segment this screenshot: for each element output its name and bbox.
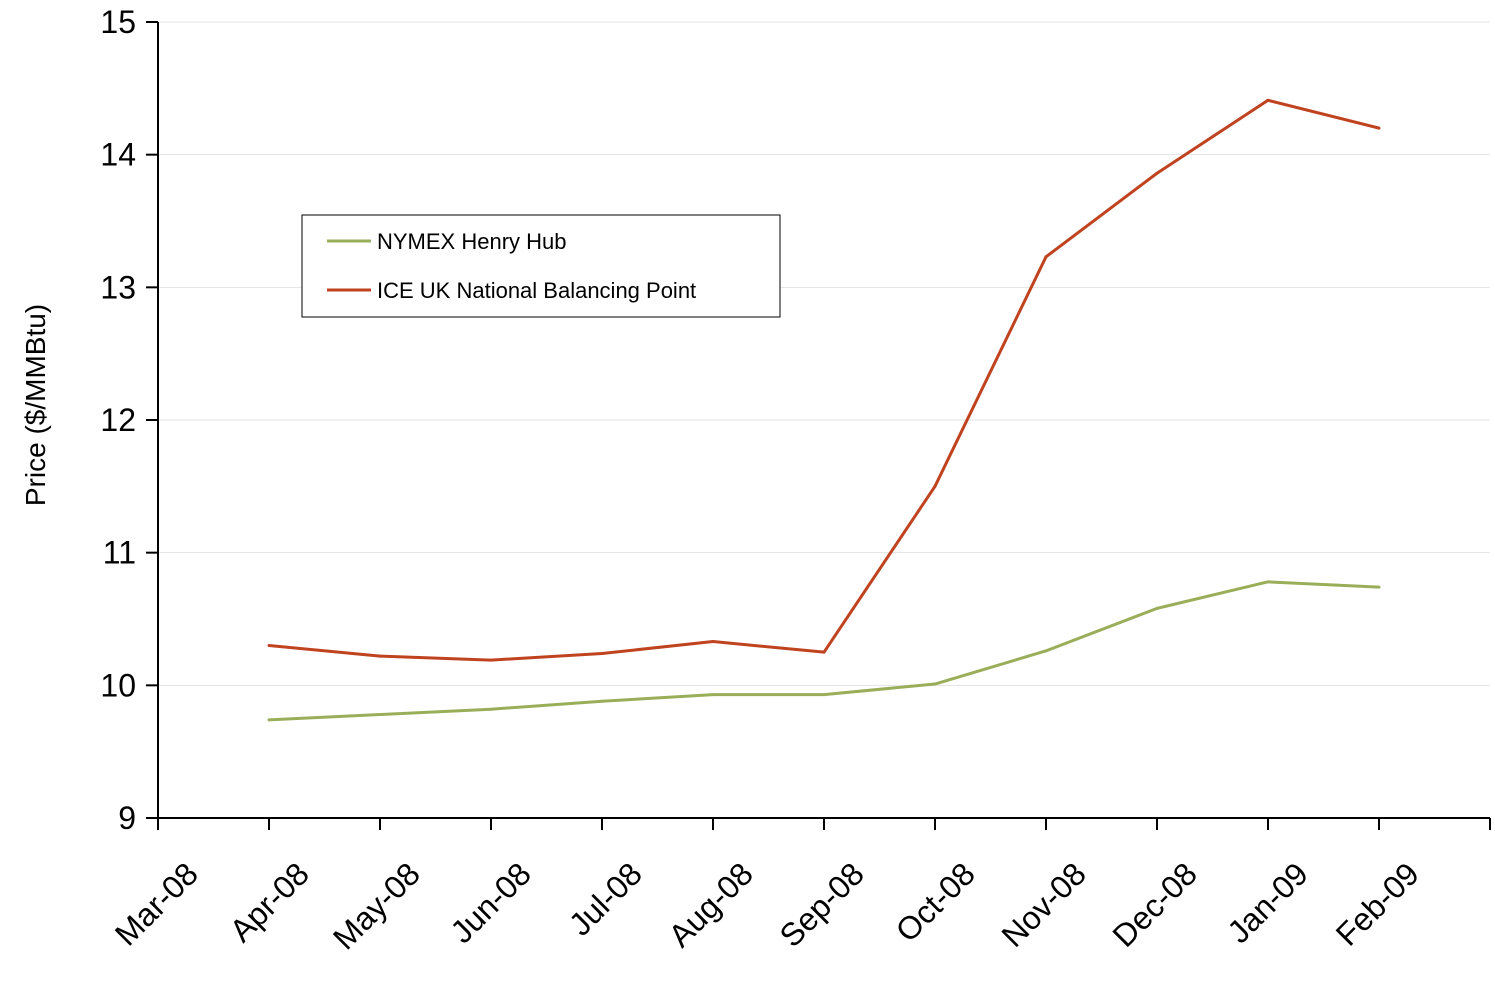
x-tick-label-Aug-08: Aug-08 xyxy=(662,855,760,953)
data-point-nymex-Nov-08 xyxy=(1044,649,1048,653)
x-tick-label-Sep-08: Sep-08 xyxy=(773,855,871,953)
data-point-ice-nbp-Jun-08 xyxy=(489,658,493,662)
y-tick-label-14: 14 xyxy=(100,137,136,173)
legend-label-ice-nbp: ICE UK National Balancing Point xyxy=(377,278,696,303)
x-tick-label-Apr-08: Apr-08 xyxy=(223,855,316,948)
series-lines xyxy=(267,98,1381,722)
data-point-ice-nbp-Oct-08 xyxy=(933,484,937,488)
y-tick-label-9: 9 xyxy=(118,800,136,836)
legend-box xyxy=(301,214,781,318)
x-tick-label-Mar-08: Mar-08 xyxy=(108,855,205,952)
data-point-nymex-Aug-08 xyxy=(711,693,715,697)
y-tick-label-15: 15 xyxy=(100,4,136,40)
data-point-nymex-May-08 xyxy=(378,713,382,717)
data-point-nymex-Jun-08 xyxy=(489,707,493,711)
y-tick-label-12: 12 xyxy=(100,402,136,438)
data-point-ice-nbp-May-08 xyxy=(378,654,382,658)
y-tick-label-10: 10 xyxy=(100,667,136,703)
y-axis-title: Price ($/MMBtu) xyxy=(20,304,51,506)
x-tick-label-Oct-08: Oct-08 xyxy=(889,855,982,948)
data-point-ice-nbp-Nov-08 xyxy=(1044,255,1048,259)
data-point-nymex-Oct-08 xyxy=(933,682,937,686)
x-tick-label-May-08: May-08 xyxy=(326,855,427,956)
y-tick-label-13: 13 xyxy=(100,269,136,305)
gridlines xyxy=(158,21,1490,686)
data-point-ice-nbp-Feb-09 xyxy=(1377,126,1381,130)
x-tick-label-Jun-08: Jun-08 xyxy=(443,855,538,950)
data-point-ice-nbp-Jul-08 xyxy=(600,651,604,655)
data-point-ice-nbp-Sep-08 xyxy=(822,650,826,654)
data-point-nymex-Dec-08 xyxy=(1155,606,1159,610)
legend-label-nymex: NYMEX Henry Hub xyxy=(377,229,567,254)
data-point-nymex-Jan-09 xyxy=(1266,580,1270,584)
legend: NYMEX Henry Hub ICE UK National Balancin… xyxy=(301,214,781,318)
series-line-ice-nbp xyxy=(268,98,1380,662)
x-axis-ticks: Mar-08 Apr-08 May-08 Jun-08 Jul-08 Aug-08 Sep-… xyxy=(108,818,1491,956)
data-point-ice-nbp-Jan-09 xyxy=(1266,98,1270,102)
data-point-nymex-Sep-08 xyxy=(822,693,826,697)
x-tick-label-Dec-08: Dec-08 xyxy=(1106,855,1204,953)
data-point-nymex-Feb-09 xyxy=(1377,585,1381,589)
data-point-nymex-Jul-08 xyxy=(600,699,604,703)
data-point-nymex-Apr-08 xyxy=(267,718,271,722)
y-axis-ticks: 9 10 11 12 13 14 15 xyxy=(100,4,158,836)
data-point-ice-nbp-Apr-08 xyxy=(267,644,271,648)
y-tick-label-11: 11 xyxy=(103,535,136,571)
x-tick-label-Jan-09: Jan-09 xyxy=(1220,855,1315,950)
x-tick-label-Feb-09: Feb-09 xyxy=(1329,855,1426,952)
x-tick-label-Nov-08: Nov-08 xyxy=(995,855,1093,953)
x-tick-label-Jul-08: Jul-08 xyxy=(562,855,649,942)
data-point-ice-nbp-Aug-08 xyxy=(711,640,715,644)
data-point-ice-nbp-Dec-08 xyxy=(1155,171,1159,175)
